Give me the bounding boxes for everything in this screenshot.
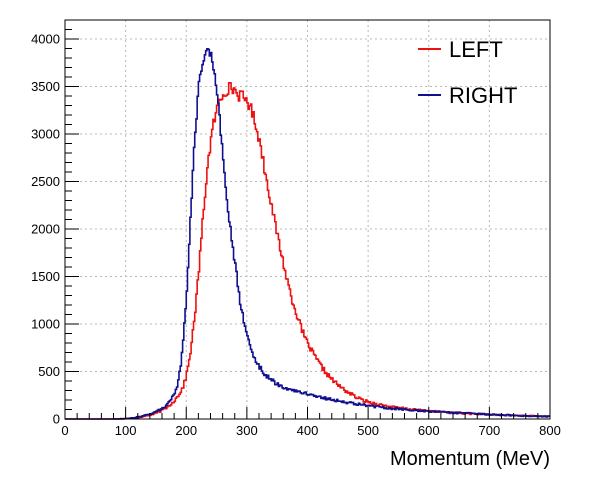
x-tick-label: 200 xyxy=(175,423,197,438)
y-tick-label: 0 xyxy=(53,412,60,427)
axis-ticks: 0 100 200 300 400 500 600 700 800 0 500 1000 1500 200… xyxy=(31,19,561,438)
y-tick-label: 3000 xyxy=(31,127,60,142)
grid xyxy=(65,20,550,419)
legend: LEFT RIGHT xyxy=(418,37,517,108)
x-tick-label: 600 xyxy=(418,423,440,438)
x-tick-label: 300 xyxy=(236,423,258,438)
y-tick-label: 2000 xyxy=(31,222,60,237)
x-tick-label: 100 xyxy=(115,423,137,438)
x-tick-label: 700 xyxy=(479,423,501,438)
x-axis-label: Momentum (MeV) xyxy=(390,448,550,470)
y-tick-label: 1500 xyxy=(31,269,60,284)
legend-label-left: LEFT xyxy=(449,37,503,62)
y-tick-label: 500 xyxy=(38,364,60,379)
x-tick-label: 800 xyxy=(539,423,561,438)
x-tick-label: 400 xyxy=(297,423,319,438)
series-layer xyxy=(65,48,550,420)
x-tick-label: 0 xyxy=(61,423,68,438)
x-tick-label: 500 xyxy=(357,423,379,438)
y-tick-label: 3500 xyxy=(31,79,60,94)
series-line-right xyxy=(65,48,550,420)
y-tick-label: 4000 xyxy=(31,32,60,47)
y-tick-label: 2500 xyxy=(31,174,60,189)
y-tick-label: 1000 xyxy=(31,317,60,332)
legend-label-right: RIGHT xyxy=(449,83,517,108)
